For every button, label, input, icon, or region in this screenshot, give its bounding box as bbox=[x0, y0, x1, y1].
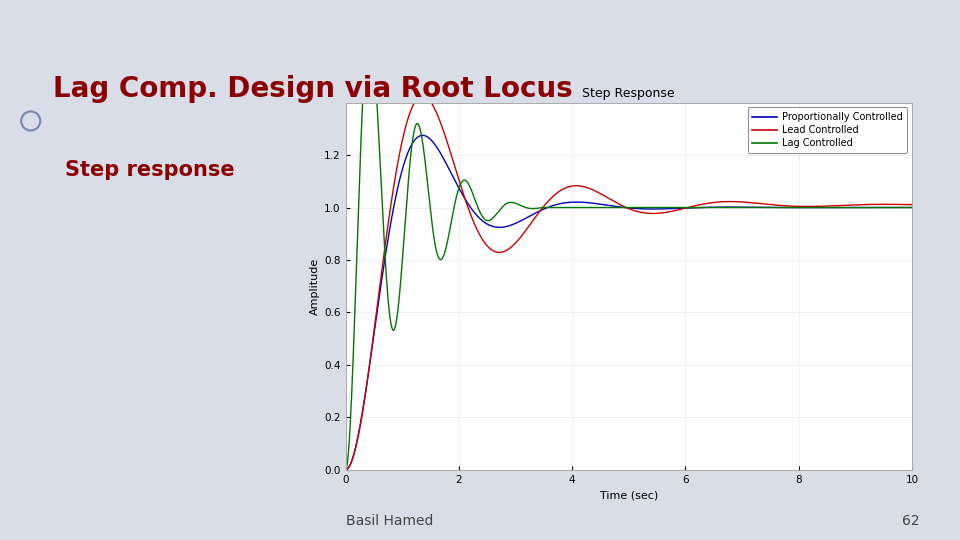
Lead Controlled bbox=[834, 202, 846, 208]
Lead Controlled bbox=[896, 201, 907, 208]
Y-axis label: Amplitude: Amplitude bbox=[310, 258, 320, 315]
Line: Proportionally Controlled: Proportionally Controlled bbox=[346, 136, 912, 470]
Lag Controlled bbox=[582, 204, 593, 211]
Lead Controlled bbox=[417, 92, 428, 99]
Lag Controlled bbox=[438, 252, 449, 258]
Text: Lag Comp. Design via Root Locus: Lag Comp. Design via Root Locus bbox=[53, 75, 572, 103]
Text: 62: 62 bbox=[902, 514, 920, 528]
Text: Step response: Step response bbox=[65, 160, 235, 180]
Proportionally Controlled bbox=[906, 204, 918, 211]
Lag Controlled bbox=[906, 204, 918, 211]
Line: Lead Controlled: Lead Controlled bbox=[346, 96, 912, 470]
Lag Controlled bbox=[340, 467, 351, 473]
Line: Lag Controlled: Lag Controlled bbox=[346, 28, 912, 470]
Lag Controlled bbox=[557, 204, 568, 211]
Proportionally Controlled bbox=[557, 200, 568, 206]
Proportionally Controlled bbox=[404, 144, 416, 151]
Lead Controlled bbox=[340, 467, 351, 473]
Lag Controlled bbox=[404, 156, 416, 162]
Lead Controlled bbox=[557, 186, 568, 192]
X-axis label: Time (sec): Time (sec) bbox=[600, 490, 658, 500]
Lag Controlled bbox=[834, 204, 846, 211]
Lead Controlled bbox=[438, 129, 449, 136]
Legend: Proportionally Controlled, Lead Controlled, Lag Controlled: Proportionally Controlled, Lead Controll… bbox=[748, 107, 907, 153]
Lag Controlled bbox=[896, 204, 907, 211]
Title: Step Response: Step Response bbox=[583, 87, 675, 100]
Proportionally Controlled bbox=[834, 204, 846, 211]
Proportionally Controlled bbox=[340, 467, 351, 473]
Lead Controlled bbox=[906, 201, 918, 208]
Lag Controlled bbox=[364, 25, 375, 31]
Proportionally Controlled bbox=[582, 199, 593, 206]
Text: Basil Hamed: Basil Hamed bbox=[346, 514, 433, 528]
Lead Controlled bbox=[404, 109, 416, 116]
Proportionally Controlled bbox=[438, 156, 449, 163]
Proportionally Controlled bbox=[417, 132, 428, 139]
Lead Controlled bbox=[582, 185, 593, 191]
Proportionally Controlled bbox=[896, 204, 907, 211]
